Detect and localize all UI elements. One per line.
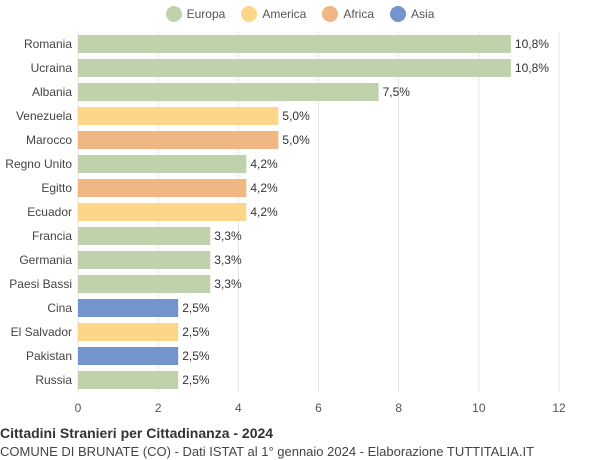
legend: Europa America Africa Asia xyxy=(0,6,600,22)
legend-label: Asia xyxy=(411,7,435,21)
value-label: 3,3% xyxy=(214,277,242,291)
value-label: 4,2% xyxy=(250,181,278,195)
legend-swatch xyxy=(241,6,258,22)
value-label: 2,5% xyxy=(182,349,210,363)
category-label: Marocco xyxy=(26,133,72,147)
category-label: Ucraina xyxy=(31,61,73,75)
legend-item-europa: Europa xyxy=(165,6,226,22)
value-label: 3,3% xyxy=(214,253,242,267)
category-label: Paesi Bassi xyxy=(9,277,72,291)
legend-label: Europa xyxy=(186,7,226,21)
category-label: Venezuela xyxy=(16,109,72,123)
value-label: 10,8% xyxy=(515,37,549,51)
value-label: 2,5% xyxy=(182,301,210,315)
category-label: Germania xyxy=(19,253,72,267)
legend-item-asia: Asia xyxy=(390,6,434,22)
bar-cina xyxy=(78,299,179,317)
bar-romania xyxy=(78,35,511,53)
bar-albania xyxy=(78,83,379,101)
bar-paesi-bassi xyxy=(78,275,211,293)
value-label: 5,0% xyxy=(282,133,310,147)
bar-ecuador xyxy=(78,203,247,221)
value-label: 2,5% xyxy=(182,325,210,339)
value-label: 3,3% xyxy=(214,229,242,243)
bar-russia xyxy=(78,371,179,389)
legend-item-america: America xyxy=(241,6,306,22)
bar-francia xyxy=(78,227,211,245)
value-label: 7,5% xyxy=(383,85,411,99)
x-tick-label: 0 xyxy=(75,401,82,415)
chart-subtitle: COMUNE DI BRUNATE (CO) - Dati ISTAT al 1… xyxy=(0,444,535,459)
legend-swatch xyxy=(322,6,339,22)
legend-swatch xyxy=(165,6,182,22)
legend-label: America xyxy=(262,7,307,21)
chart-title: Cittadini Stranieri per Cittadinanza - 2… xyxy=(0,425,274,441)
category-label: Ecuador xyxy=(27,205,72,219)
x-tick-label: 12 xyxy=(552,401,566,415)
bar-marocco xyxy=(78,131,279,149)
bar-chart: 0 2 4 6 8 10 12 Romania 10,8% Ucraina 10,8% Albania… xyxy=(5,32,566,415)
value-label: 5,0% xyxy=(282,109,310,123)
category-label: Romania xyxy=(24,37,72,51)
bar-pakistan xyxy=(78,347,179,365)
category-label: Pakistan xyxy=(26,349,72,363)
category-label: Egitto xyxy=(41,181,72,195)
bar-el-salvador xyxy=(78,323,179,341)
x-tick-label: 4 xyxy=(235,401,242,415)
category-label: Francia xyxy=(32,229,72,243)
category-label: El Salvador xyxy=(11,325,72,339)
bar-egitto xyxy=(78,179,247,197)
category-label: Albania xyxy=(32,85,72,99)
value-label: 2,5% xyxy=(182,373,210,387)
bar-ucraina xyxy=(78,59,511,77)
legend-item-africa: Africa xyxy=(322,6,374,22)
legend-swatch xyxy=(390,6,407,22)
bar-germania xyxy=(78,251,211,269)
bar-regno-unito xyxy=(78,155,247,173)
bar-venezuela xyxy=(78,107,279,125)
category-label: Regno Unito xyxy=(5,157,72,171)
x-tick-label: 2 xyxy=(155,401,162,415)
x-tick-label: 10 xyxy=(472,401,486,415)
category-label: Cina xyxy=(47,301,72,315)
x-tick-label: 6 xyxy=(315,401,322,415)
value-label: 4,2% xyxy=(250,157,278,171)
value-label: 10,8% xyxy=(515,61,549,75)
value-label: 4,2% xyxy=(250,205,278,219)
category-label: Russia xyxy=(35,373,72,387)
x-tick-label: 8 xyxy=(395,401,402,415)
legend-label: Africa xyxy=(343,7,375,21)
